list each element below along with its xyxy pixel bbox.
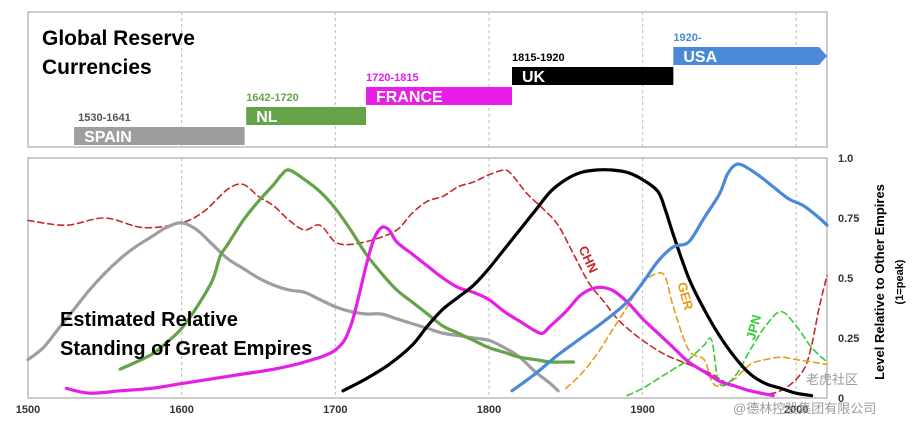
y-tick-0: 0 [838,393,844,405]
x-tick-1600: 1600 [169,404,193,416]
x-tick-2000: 2000 [784,404,808,416]
standing-panel-frame [27,157,828,399]
bar-label-france: FRANCE [376,89,443,106]
bar-usa [673,47,827,65]
series-line-blue [510,162,829,393]
y-axis-ticks: 0 0.25 0.5 0.75 1.0 [838,153,859,405]
series-line-spain [26,221,560,393]
bar-period-spain: 1530-1641 [78,112,131,124]
y-tick-0-75: 0.75 [838,213,859,225]
standing-title-line-2: Standing of Great Empires [60,338,312,360]
reserve-title-line-1: Global Reserve [42,27,195,50]
bar-period-uk: 1815-1920 [512,52,565,64]
bar-spain [74,127,245,145]
y-axis-sublabel: (1=peak) [894,259,906,304]
bar-nl [246,107,367,125]
bar-france [366,87,513,105]
x-tick-1500: 1500 [16,404,40,416]
series-line-nl [118,168,576,371]
standing-panel-grid [181,158,797,398]
watermark-community: 老虎社区 [806,372,858,387]
bar-period-nl: 1642-1720 [246,92,299,104]
series-line-france [64,225,775,398]
standing-series [26,162,829,398]
annotation-jpn: JPN [743,313,764,341]
y-axis-label: Level Relative to Other Empires [872,184,887,380]
series-line-jpn [626,310,828,397]
bar-period-france: 1720-1815 [366,72,419,84]
x-tick-1700: 1700 [323,404,347,416]
bar-label-spain: SPAIN [84,129,132,146]
reserve-currency-panel: Global Reserve SPAIN 1530-1641 NL 1642-1720… [27,11,828,148]
watermark-company: @德林控股集团有限公司 [733,401,876,416]
bar-label-uk: UK [522,69,546,86]
y-tick-0-5: 0.5 [838,273,853,285]
y-tick-0-25: 0.25 [838,333,859,345]
series-line-uk [341,168,814,398]
reserve-currency-bars: SPAIN 1530-1641 NL 1642-1720 FRANCE 1720-1815… [74,32,827,146]
annotation-ger: GER [674,280,696,312]
y-tick-1: 1.0 [838,153,853,165]
bar-period-usa: 1920- [673,32,701,44]
x-tick-1900: 1900 [630,404,654,416]
bar-label-usa: USA [683,49,717,66]
x-axis-ticks: 1500 1600 1700 1800 1900 2000 [16,404,809,416]
reserve-title-line-2: Currencies [42,56,152,79]
standing-title-line-1: Estimated Relative [60,309,238,331]
bar-uk [512,67,674,85]
reserve-panel-frame [27,11,828,148]
series-line-red-dashed [27,169,828,395]
series-line-ger [564,272,828,390]
bar-label-nl: NL [256,109,278,126]
x-tick-1800: 1800 [477,404,501,416]
